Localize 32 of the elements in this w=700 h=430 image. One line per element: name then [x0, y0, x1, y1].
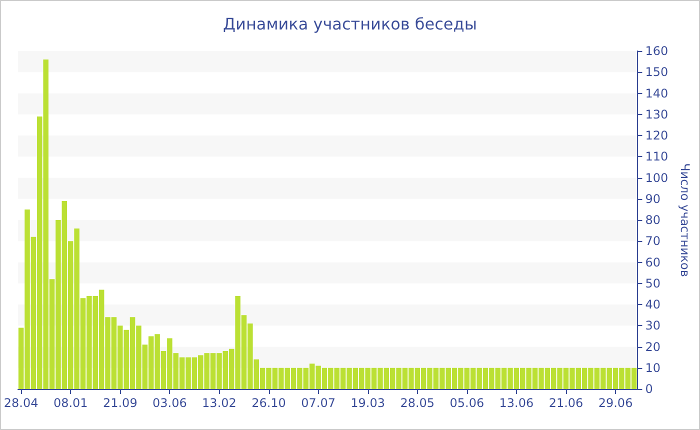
x-tick-label: 13.02 [202, 396, 236, 410]
x-tick-label: 28.04 [4, 396, 38, 410]
x-tick-label: 08.01 [53, 396, 88, 410]
y-tick-label: 10 [645, 360, 660, 375]
x-tick-label: 28.05 [400, 396, 435, 410]
y-tick-label: 20 [645, 340, 660, 354]
x-tick-label: 05.06 [450, 396, 484, 410]
x-tick-label: 29.06 [598, 396, 633, 410]
x-tick-label: 21.06 [548, 396, 584, 410]
x-tick-label: 07.07 [301, 396, 336, 410]
y-tick-label: 60 [645, 255, 660, 270]
y-tick-label: 40 [645, 298, 660, 312]
y-tick-label: 120 [645, 128, 668, 142]
x-tick-label: 13.06 [499, 396, 534, 410]
y-tick-label: 80 [645, 213, 660, 227]
y-tick-label: 150 [645, 65, 668, 80]
y-tick-label: 130 [645, 107, 668, 122]
y-tick-label: 100 [645, 170, 668, 185]
x-tick-label: 21.09 [102, 396, 138, 410]
y-tick-label: 140 [645, 86, 668, 100]
y-tick-label: 110 [645, 150, 668, 164]
x-tick-label: 19.03 [350, 396, 386, 410]
y-tick-label: 160 [645, 44, 668, 58]
x-tick-label: 03.06 [152, 396, 187, 410]
y-axis-title: Число участников [678, 163, 692, 277]
x-tick-label: 26.10 [252, 396, 286, 410]
y-tick-label: 30 [645, 318, 660, 333]
y-tick-label: 0 [645, 382, 653, 396]
y-tick-label: 50 [645, 276, 660, 290]
y-tick-label: 70 [645, 234, 660, 248]
y-tick-label: 90 [645, 192, 660, 206]
chart-title: Динамика участников беседы [223, 14, 477, 34]
